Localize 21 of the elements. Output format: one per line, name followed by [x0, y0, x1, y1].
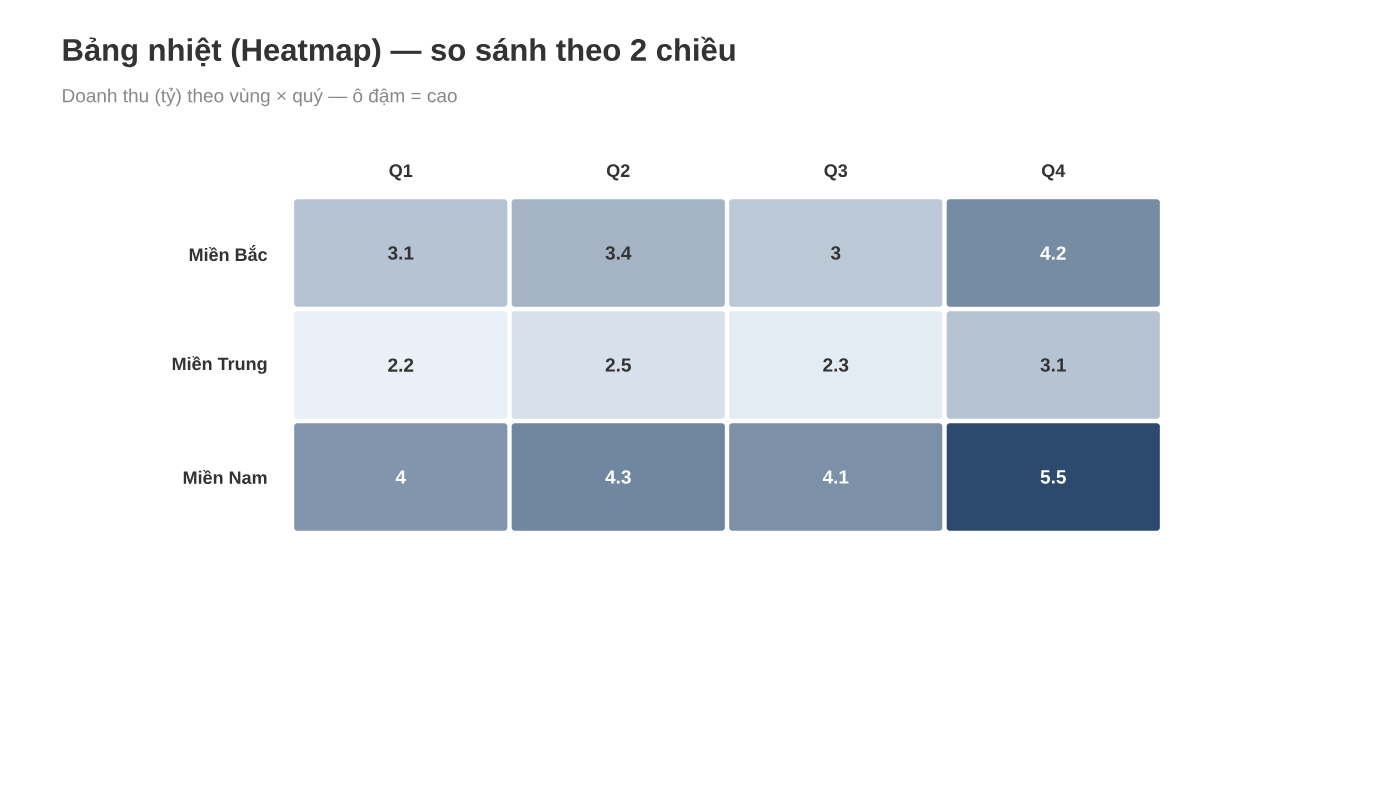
data-label: 3	[830, 246, 841, 260]
data-label: 2.2	[388, 358, 414, 372]
data-label: 5.5	[1040, 470, 1066, 484]
x-tick-label: Q1	[389, 164, 413, 181]
data-label: 2.3	[823, 358, 849, 372]
data-label: 4.1	[822, 470, 849, 484]
y-tick-label: Miền Nam	[183, 470, 267, 485]
data-label: 4.3	[605, 470, 631, 484]
x-tick-label: Q3	[824, 164, 848, 181]
x-tick-label: Q4	[1041, 164, 1066, 181]
x-tick-label: Q2	[606, 164, 630, 181]
chart-title: Bảng nhiệt (Heatmap) — so sánh theo 2 chiều	[63, 36, 735, 68]
data-label: 3.1	[387, 246, 414, 260]
data-label: 2.5	[605, 358, 631, 372]
data-label: 3.4	[605, 246, 632, 260]
data-label: 3.1	[1040, 358, 1066, 372]
data-label: 4.2	[1040, 246, 1066, 260]
data-label: 4	[395, 470, 406, 484]
y-tick-label: Miền Bắc	[189, 244, 268, 262]
chart-subtitle: Doanh thu (tỷ) theo vùng × quý — ô đậm = cao	[63, 87, 457, 107]
y-tick-label: Miền Trung	[172, 356, 267, 374]
